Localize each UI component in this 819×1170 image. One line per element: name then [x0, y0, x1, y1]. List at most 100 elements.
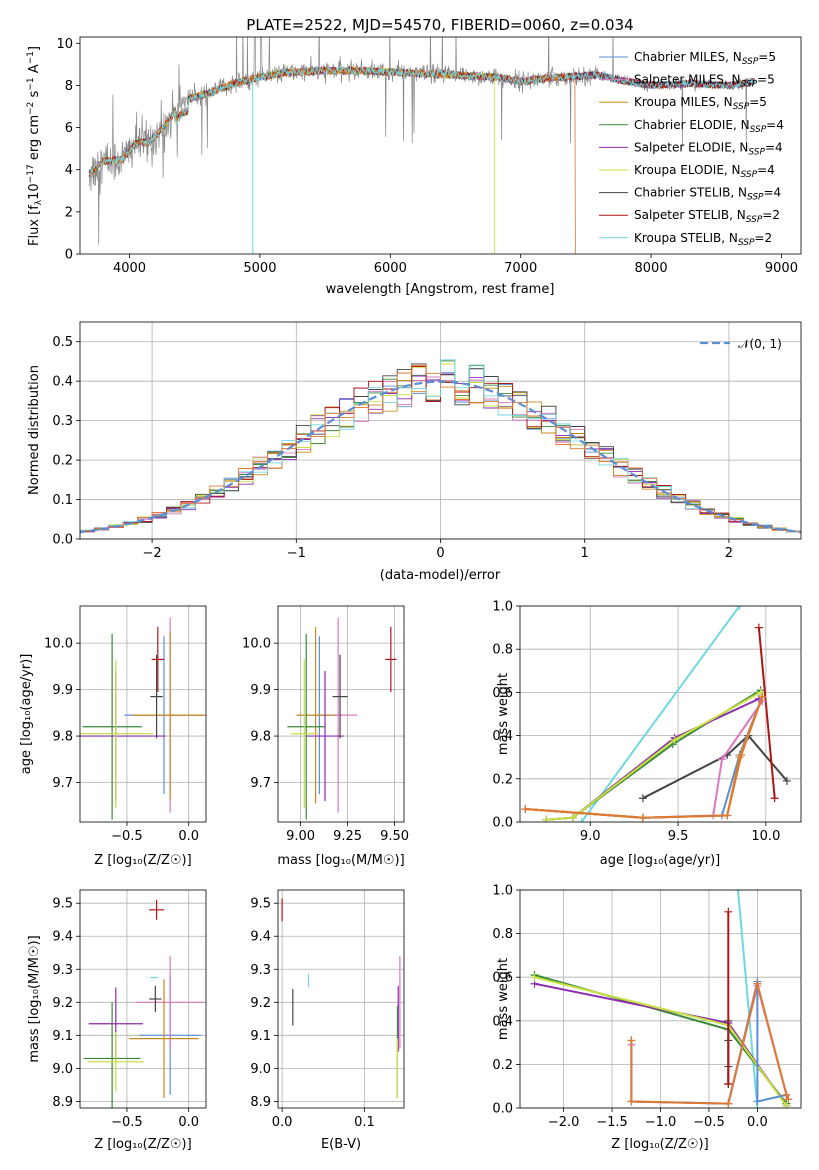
- weight-marker: [770, 794, 779, 803]
- axes-frame: [277, 889, 405, 1109]
- errorbar-point: [83, 1002, 141, 1108]
- weight-marker: [784, 1095, 793, 1104]
- weight-marker: [724, 907, 733, 916]
- weight-marker: [670, 735, 679, 744]
- x-tick-label: 6000: [374, 261, 407, 276]
- x-tick-label: 9.25: [333, 829, 362, 844]
- errorbar-point: [150, 654, 163, 739]
- legend-label: Kroupa STELIB, NSSP=2: [634, 231, 772, 248]
- plot-area-mass_weight_vs_Z: [530, 890, 793, 1108]
- y-tick-label: 0.6: [492, 971, 513, 986]
- x-axis-label: (data-model)/error: [380, 568, 501, 583]
- weight-marker: [724, 1080, 733, 1089]
- figure-title: PLATE=2522, MJD=54570, FIBERID=0060, z=0…: [246, 16, 633, 34]
- errorbar-point: [80, 659, 153, 809]
- errorbar-point: [332, 654, 348, 739]
- x-tick-label: −1.0: [645, 1115, 677, 1130]
- y-tick-label: 9.2: [250, 996, 271, 1011]
- weight-line: [757, 627, 776, 799]
- y-tick-label: 9.0: [52, 1062, 73, 1077]
- y-tick-label: 9.2: [52, 996, 73, 1011]
- y-tick-label: 0.2: [492, 1058, 513, 1073]
- weight-line: [737, 890, 759, 1108]
- x-tick-label: −0.5: [111, 1115, 143, 1130]
- weight-marker: [627, 1097, 636, 1106]
- x-tick-label: 2: [725, 546, 733, 561]
- x-tick-label: 10.0: [751, 829, 780, 844]
- y-tick-label: 0.2: [492, 772, 513, 787]
- y-axis-label: age [log₁₀(age/yr)]: [19, 654, 34, 775]
- x-tick-label: −1: [287, 546, 306, 561]
- x-axis-label: Z [log₁₀(Z/Z☉)]: [611, 1137, 708, 1152]
- x-axis-label: E(B-V): [321, 1137, 361, 1152]
- axes-mass_vs_ebv: 0.0 0.1 8.9 9.0 9.1 9.2 9.3 9.4 9.5 E(B-V): [250, 889, 405, 1152]
- y-tick-label: 0.8: [492, 643, 513, 658]
- weight-line: [642, 734, 788, 800]
- weight-marker: [782, 1101, 791, 1108]
- legend-label: Chabrier ELODIE, NSSP=4: [634, 118, 784, 135]
- x-tick-label: −0.5: [111, 829, 143, 844]
- legend-label: Kroupa ELODIE, NSSP=4: [634, 163, 775, 180]
- axes-frame: [79, 36, 802, 255]
- errorbar-point: [296, 626, 335, 804]
- axes-residuals: −2 −1 0 1 2 0.0 0.1 0.2 0.3 0.4 0.5 𝒩(0, 1) (data-mo…: [27, 321, 802, 583]
- y-tick-label: 9.3: [52, 963, 73, 978]
- y-tick-label: 0.1: [52, 493, 73, 508]
- x-axis-label: wavelength [Angstrom, rest frame]: [326, 282, 555, 297]
- y-tick-label: 9.1: [52, 1029, 73, 1044]
- y-tick-label: 0.5: [52, 335, 73, 350]
- y-tick-label: 9.4: [52, 930, 73, 945]
- y-tick-label: 6: [65, 121, 73, 136]
- y-tick-label: 9.5: [52, 897, 73, 912]
- plot-area-age_vs_Z: [80, 617, 206, 820]
- y-tick-label: 10: [56, 37, 73, 52]
- weight-marker: [638, 794, 647, 803]
- weight-marker: [638, 813, 647, 822]
- y-tick-label: 8: [65, 79, 73, 94]
- weight-marker: [577, 818, 586, 822]
- axes-mass_vs_Z: −0.5 0.0 8.9 9.0 9.1 9.2 9.3 9.4 9.5 Z [log₁₀(Z/Z…: [27, 889, 207, 1152]
- legend-label: Kroupa MILES, NSSP=5: [634, 95, 767, 112]
- weight-marker: [530, 973, 539, 982]
- y-axis-label: mass weight: [496, 958, 511, 1040]
- x-tick-label: 8000: [635, 261, 668, 276]
- weight-marker: [758, 692, 767, 701]
- x-axis-label: Z [log₁₀(Z/Z☉)]: [94, 853, 191, 868]
- x-tick-label: 4000: [113, 261, 146, 276]
- residual-histogram: [80, 359, 801, 535]
- y-tick-label: 0.2: [52, 454, 73, 469]
- x-tick-label: 9.00: [286, 829, 315, 844]
- y-tick-label: 0.4: [492, 729, 513, 744]
- x-tick-label: −0.5: [693, 1115, 725, 1130]
- y-tick-label: 9.0: [250, 1062, 271, 1077]
- axes-frame: [277, 605, 405, 823]
- x-tick-label: −1.5: [596, 1115, 628, 1130]
- y-tick-label: 9.8: [250, 730, 271, 745]
- errorbar-point: [306, 671, 344, 802]
- model-spectrum: [88, 65, 576, 254]
- y-tick-label: 0.3: [52, 414, 73, 429]
- y-tick-label: 2: [65, 205, 73, 220]
- errorbar-point: [82, 633, 142, 820]
- legend-label: Chabrier STELIB, NSSP=4: [634, 186, 781, 203]
- errorbar-point: [291, 659, 318, 809]
- model-spectrum: [88, 66, 756, 176]
- plot-area-mass_vs_Z: [83, 899, 205, 1108]
- axes-frame: [79, 605, 207, 823]
- legend-residuals: 𝒩(0, 1): [700, 337, 782, 351]
- weight-marker: [735, 606, 744, 610]
- weight-marker: [627, 1036, 636, 1045]
- plot-area-residuals: [80, 359, 801, 535]
- x-tick-label: 0.0: [747, 1115, 768, 1130]
- weight-marker: [754, 623, 763, 632]
- errorbar-point: [287, 633, 326, 820]
- y-tick-label: 8.9: [250, 1095, 271, 1110]
- weight-marker: [756, 688, 765, 697]
- x-tick-label: 7000: [504, 261, 537, 276]
- y-tick-label: 0.0: [52, 533, 73, 548]
- errorbar-point: [87, 1032, 145, 1092]
- errorbar-point: [135, 956, 205, 1049]
- axes-frame: [519, 889, 802, 1109]
- axes-spectrum: 4000 5000 6000 7000 8000 9000 0 2 4 6 8 10 Chabrier …: [26, 36, 802, 297]
- x-tick-label: 0.0: [272, 1115, 293, 1130]
